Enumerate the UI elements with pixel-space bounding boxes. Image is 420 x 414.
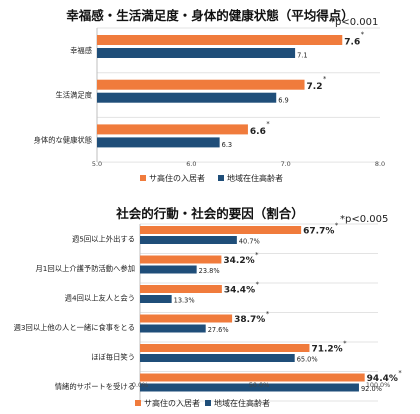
chart2-bar-series2 [140, 324, 206, 333]
chart2-x-tick-label: 100.0% [366, 381, 390, 389]
chart1-title: 幸福感・生活満足度・身体的健康状態（平均得点） [66, 8, 354, 23]
chart1-significance-note: *p<0.001 [330, 17, 379, 28]
chart1-data-label-series1: 6.6 [250, 127, 266, 137]
chart2-bar-series1 [140, 255, 222, 264]
chart1-legend-label: サ高住の入居者 [149, 173, 205, 183]
chart2-data-label-series2: 13.3% [174, 297, 195, 305]
chart2-category-label: 週5回以上外出する [72, 234, 135, 243]
chart2-category-label: 月1回以上介護予防活動へ参加 [35, 264, 135, 273]
chart1-significance-marker: * [361, 31, 365, 39]
chart1-data-label-series1: 7.2 [307, 82, 323, 92]
chart1-bar-series2 [97, 48, 296, 58]
chart1-category-label: 身体的な健康状態 [34, 135, 92, 144]
chart2-bar-series1 [140, 314, 233, 323]
chart1-x-tick-label: 6.0 [186, 160, 196, 168]
chart2-significance-marker: * [255, 251, 259, 259]
chart1-bar-series2 [97, 137, 220, 148]
chart1-significance-marker: * [323, 75, 327, 83]
chart2-bar-series2 [140, 383, 359, 392]
chart1-legend-swatch [140, 175, 146, 181]
chart2-significance-marker: * [256, 281, 260, 289]
chart2-data-label-series2: 27.6% [208, 326, 229, 334]
chart2-category-label: 週4回以上友人と会う [65, 293, 135, 302]
chart2-significance-marker: * [266, 310, 270, 318]
chart2-significance-note: *p<0.005 [340, 214, 389, 225]
chart2-significance-marker: * [335, 222, 339, 230]
chart2-data-label-series1: 38.7% [234, 315, 265, 325]
chart2-category-label: 情緒的サポートを受ける [55, 382, 135, 391]
chart1-data-label-series2: 6.3 [222, 141, 233, 149]
chart2-x-tick-label: 0.0% [132, 381, 148, 389]
chart1-bar-series1 [97, 79, 305, 90]
chart2-data-label-series1: 67.7% [303, 227, 334, 237]
chart2-data-label-series2: 23.8% [199, 267, 220, 275]
chart2-data-label-series1: 34.4% [224, 286, 255, 296]
chart2-legend-swatch [135, 400, 141, 406]
chart2-significance-marker: * [398, 369, 402, 377]
chart2-bar-series2 [140, 295, 172, 303]
chart2-legend-swatch [205, 400, 211, 406]
chart2-data-label-series1: 71.2% [311, 345, 342, 355]
chart2-bar-series1 [140, 226, 302, 234]
chart2-bar-series1 [140, 285, 222, 293]
chart2-title: 社会的行動・社会的要因（割合） [116, 206, 304, 221]
chart2-bar-series1 [140, 344, 310, 352]
chart1-category-label: 生活満足度 [56, 91, 93, 100]
chart1-bar-series1 [97, 35, 343, 45]
chart2-data-label-series1: 94.4% [367, 374, 398, 384]
chart2-legend-label: 地域在住高齢者 [214, 398, 270, 408]
chart1-x-tick-label: 8.0 [375, 160, 385, 168]
chart1-category-label: 幸福感 [70, 46, 92, 55]
chart2-legend-label: サ高住の入居者 [144, 398, 200, 408]
chart1-bar-series1 [97, 124, 248, 135]
chart1-legend-label: 地域在住高齢者 [227, 173, 283, 183]
chart2-data-label-series2: 65.0% [297, 356, 318, 364]
chart1-plot: 幸福感7.6*7.1生活満足度7.2*6.9身体的な健康状態6.6*6.35.0… [34, 27, 385, 183]
chart1-bar-series2 [97, 92, 277, 103]
chart2-category-label: 週3回以上他の人と一緒に食事をとる [14, 323, 135, 332]
chart1-x-tick-label: 7.0 [281, 160, 291, 168]
chart2-data-label-series1: 34.2% [223, 256, 254, 266]
chart2-category-label: ほぼ毎日笑う [91, 352, 135, 361]
chart2-x-tick-label: 50.0% [249, 381, 269, 389]
chart2-bar-series2 [140, 236, 237, 244]
chart2-data-label-series2: 40.7% [239, 238, 260, 246]
chart2-significance-marker: * [343, 340, 347, 348]
chart1-x-tick-label: 5.0 [92, 160, 102, 168]
chart2-data-label-series2: 92.0% [361, 385, 382, 393]
chart2-plot: 週5回以上外出する67.7%*40.7%月1回以上介護予防活動へ参加34.2%*… [14, 222, 403, 409]
chart1-data-label-series2: 7.1 [297, 52, 308, 60]
chart2-bar-series2 [140, 354, 295, 362]
chart1-significance-marker: * [266, 120, 270, 128]
chart1-data-label-series1: 7.6 [344, 38, 360, 48]
chart1-data-label-series2: 6.9 [278, 96, 289, 104]
chart2-bar-series1 [140, 373, 365, 382]
chart1-legend-swatch [218, 175, 224, 181]
chart2-bar-series2 [140, 265, 197, 274]
